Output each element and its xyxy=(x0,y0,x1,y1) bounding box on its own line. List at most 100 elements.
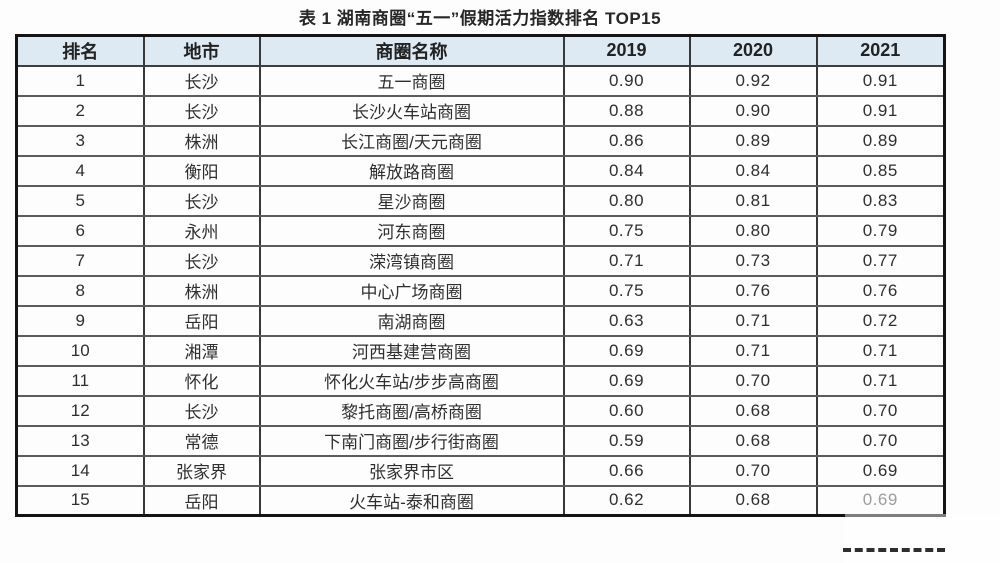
table-row: 6 永州 河东商圈 0.75 0.80 0.79 xyxy=(15,214,946,247)
cell-city: 长沙 xyxy=(142,244,261,277)
cell-rank: 6 xyxy=(15,214,145,247)
col-header-city: 地市 xyxy=(142,34,261,67)
cell-2019: 0.66 xyxy=(562,454,691,487)
cell-district: 黎托商圈/高桥商圈 xyxy=(258,394,565,427)
cell-2020: 0.81 xyxy=(688,184,818,217)
table-row: 12 长沙 黎托商圈/高桥商圈 0.60 0.68 0.70 xyxy=(15,394,946,427)
cell-rank: 15 xyxy=(15,484,145,517)
cell-city: 株洲 xyxy=(142,274,261,307)
cell-2020: 0.68 xyxy=(688,484,818,517)
cell-city: 长沙 xyxy=(142,94,261,127)
table-row: 8 株洲 中心广场商圈 0.75 0.76 0.76 xyxy=(15,274,946,307)
cell-city: 株洲 xyxy=(142,124,261,157)
cell-2020: 0.71 xyxy=(688,334,818,367)
cell-2021: 0.69 xyxy=(815,454,946,487)
cell-district: 五一商圈 xyxy=(258,64,565,97)
table-row: 11 怀化 怀化火车站/步步高商圈 0.69 0.70 0.71 xyxy=(15,364,946,397)
cell-2020: 0.76 xyxy=(688,274,818,307)
cell-district: 张家界市区 xyxy=(258,454,565,487)
cell-rank: 3 xyxy=(15,124,145,157)
cell-rank: 11 xyxy=(15,364,145,397)
cell-rank: 8 xyxy=(15,274,145,307)
watermark-dashed-border xyxy=(843,548,945,552)
cell-2021: 0.72 xyxy=(815,304,946,337)
cell-rank: 9 xyxy=(15,304,145,337)
table-row: 14 张家界 张家界市区 0.66 0.70 0.69 xyxy=(15,454,946,487)
cell-2021: 0.79 xyxy=(815,214,946,247)
cell-2020: 0.84 xyxy=(688,154,818,187)
table-row: 10 湘潭 河西基建营商圈 0.69 0.71 0.71 xyxy=(15,334,946,367)
cell-2021: 0.83 xyxy=(815,184,946,217)
cell-2021: 0.70 xyxy=(815,394,946,427)
col-header-district: 商圈名称 xyxy=(258,34,565,67)
cell-rank: 13 xyxy=(15,424,145,457)
cell-city: 衡阳 xyxy=(142,154,261,187)
cell-district: 解放路商圈 xyxy=(258,154,565,187)
cell-district: 怀化火车站/步步高商圈 xyxy=(258,364,565,397)
cell-2019: 0.63 xyxy=(562,304,691,337)
cell-2021: 0.71 xyxy=(815,364,946,397)
cell-rank: 5 xyxy=(15,184,145,217)
cell-district: 南湖商圈 xyxy=(258,304,565,337)
table-row: 4 衡阳 解放路商圈 0.84 0.84 0.85 xyxy=(15,154,946,187)
cell-2021: 0.89 xyxy=(815,124,946,157)
cell-rank: 2 xyxy=(15,94,145,127)
cell-2019: 0.71 xyxy=(562,244,691,277)
cell-2021: 0.76 xyxy=(815,274,946,307)
cell-2019: 0.75 xyxy=(562,214,691,247)
table-row: 13 常德 下南门商圈/步行街商圈 0.59 0.68 0.70 xyxy=(15,424,946,457)
cell-2021: 0.70 xyxy=(815,424,946,457)
table-row: 3 株洲 长江商圈/天元商圈 0.86 0.89 0.89 xyxy=(15,124,946,157)
cell-city: 岳阳 xyxy=(142,304,261,337)
cell-2020: 0.73 xyxy=(688,244,818,277)
cell-city: 怀化 xyxy=(142,364,261,397)
cell-2021: 0.91 xyxy=(815,64,946,97)
cell-district: 火车站-泰和商圈 xyxy=(258,484,565,517)
cell-2021: 0.91 xyxy=(815,94,946,127)
cell-2021-faded: 0.69 xyxy=(815,484,946,517)
cell-city: 常德 xyxy=(142,424,261,457)
cell-2020: 0.68 xyxy=(688,394,818,427)
table-row: 9 岳阳 南湖商圈 0.63 0.71 0.72 xyxy=(15,304,946,337)
cell-rank: 14 xyxy=(15,454,145,487)
cell-2019: 0.80 xyxy=(562,184,691,217)
cell-2019: 0.69 xyxy=(562,334,691,367)
cell-2019: 0.60 xyxy=(562,394,691,427)
table-row: 2 长沙 长沙火车站商圈 0.88 0.90 0.91 xyxy=(15,94,946,127)
cell-district: 下南门商圈/步行街商圈 xyxy=(258,424,565,457)
cell-city: 长沙 xyxy=(142,394,261,427)
cell-district: 河西基建营商圈 xyxy=(258,334,565,367)
col-header-rank: 排名 xyxy=(15,34,145,67)
cell-district: 中心广场商圈 xyxy=(258,274,565,307)
cell-rank: 12 xyxy=(15,394,145,427)
cell-district: 长江商圈/天元商圈 xyxy=(258,124,565,157)
cell-city: 长沙 xyxy=(142,184,261,217)
cell-district: 河东商圈 xyxy=(258,214,565,247)
cell-rank: 10 xyxy=(15,334,145,367)
cell-rank: 4 xyxy=(15,154,145,187)
cell-2020: 0.89 xyxy=(688,124,818,157)
col-header-2020: 2020 xyxy=(688,34,818,67)
cell-district: 星沙商圈 xyxy=(258,184,565,217)
table-row: 15 岳阳 火车站-泰和商圈 0.62 0.68 0.69 xyxy=(15,484,946,517)
col-header-2021: 2021 xyxy=(815,34,946,67)
cell-city: 岳阳 xyxy=(142,484,261,517)
table-row: 5 长沙 星沙商圈 0.80 0.81 0.83 xyxy=(15,184,946,217)
cell-rank: 1 xyxy=(15,64,145,97)
cell-2020: 0.92 xyxy=(688,64,818,97)
cell-2019: 0.62 xyxy=(562,484,691,517)
cell-2019: 0.90 xyxy=(562,64,691,97)
cell-district: 长沙火车站商圈 xyxy=(258,94,565,127)
cell-2020: 0.80 xyxy=(688,214,818,247)
ranking-table: 排名 地市 商圈名称 2019 2020 2021 1 长沙 五一商圈 0.90… xyxy=(15,34,946,517)
cell-2019: 0.75 xyxy=(562,274,691,307)
cell-rank: 7 xyxy=(15,244,145,277)
cell-2020: 0.71 xyxy=(688,304,818,337)
cell-city: 湘潭 xyxy=(142,334,261,367)
cell-2019: 0.59 xyxy=(562,424,691,457)
cell-2020: 0.90 xyxy=(688,94,818,127)
cell-2019: 0.86 xyxy=(562,124,691,157)
cell-2020: 0.70 xyxy=(688,364,818,397)
cell-2020: 0.70 xyxy=(688,454,818,487)
table-title: 表 1 湖南商圈“五一”假期活力指数排名 TOP15 xyxy=(298,9,662,28)
